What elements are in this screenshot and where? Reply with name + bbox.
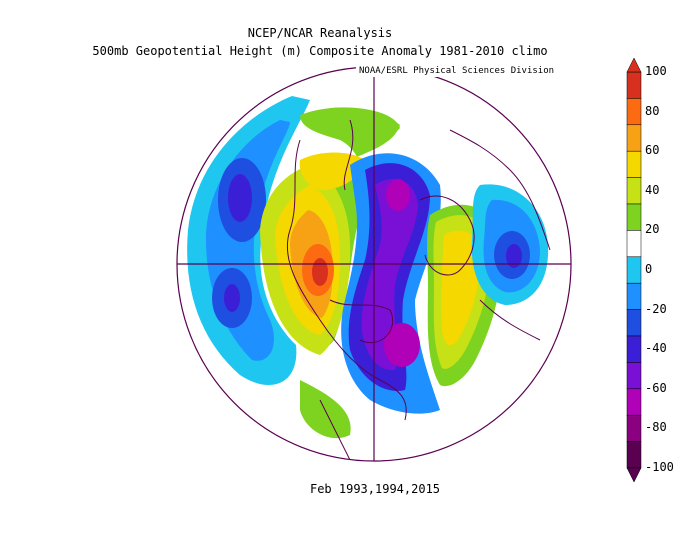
colorbar-swatch [626, 124, 642, 152]
colorbar-top-arrow [626, 57, 642, 73]
colorbar-swatch [626, 230, 642, 258]
title-line-1: NCEP/NCAR Reanalysis [247, 26, 393, 40]
colorbar-swatch [626, 362, 642, 390]
siberia-low [471, 184, 549, 305]
colorbar-label: 60 [645, 143, 660, 158]
colorbar-label: 100 [645, 64, 667, 78]
anomaly-field [177, 67, 571, 461]
colorbar-label: 20 [645, 222, 660, 237]
pacific-low [187, 96, 310, 385]
colorbar-label: -100 [645, 460, 674, 474]
colorbar-swatch [626, 441, 642, 469]
colorbar-swatch [626, 203, 642, 231]
colorbar-swatch [626, 335, 642, 363]
colorbar-label: -80 [645, 420, 667, 435]
colorbar-label: -60 [645, 380, 667, 395]
atlantic-trough [341, 153, 441, 414]
colorbar-swatch [626, 282, 642, 310]
colorbar-label: -20 [645, 301, 667, 316]
colorbar-bottom-arrow [626, 467, 642, 483]
colorbar-label: 40 [645, 182, 660, 197]
credit-label: NOAA/ESRL Physical Sciences Division [356, 65, 558, 77]
colorbar-swatch [626, 414, 642, 442]
colorbar-swatch [626, 71, 642, 99]
colorbar-swatch [626, 150, 642, 178]
colorbar-label: 80 [645, 103, 660, 118]
colorbar-label: 0 [645, 262, 653, 276]
title-line-2: 500mb Geopotential Height (m) Composite … [92, 44, 548, 58]
colorbar-swatch [626, 388, 642, 416]
subtitle: Feb 1993,1994,2015 [309, 482, 441, 496]
colorbar-swatch [626, 309, 642, 337]
colorbar-label: -40 [645, 341, 667, 356]
colorbar-swatch [626, 98, 642, 126]
coastlines [286, 119, 551, 461]
colorbar-swatch [626, 256, 642, 284]
colorbar-swatch [626, 177, 642, 205]
na-ridge [260, 107, 400, 355]
graticule [177, 67, 571, 461]
